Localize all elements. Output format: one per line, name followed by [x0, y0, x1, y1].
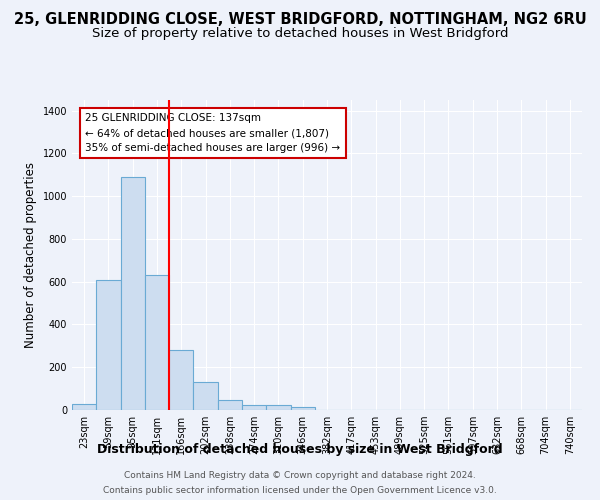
Text: Distribution of detached houses by size in West Bridgford: Distribution of detached houses by size …: [97, 442, 503, 456]
Text: 25 GLENRIDDING CLOSE: 137sqm
← 64% of detached houses are smaller (1,807)
35% of: 25 GLENRIDDING CLOSE: 137sqm ← 64% of de…: [85, 114, 340, 153]
Bar: [290, 407, 315, 410]
Bar: [96, 280, 121, 410]
Text: Contains public sector information licensed under the Open Government Licence v3: Contains public sector information licen…: [103, 486, 497, 495]
Bar: [121, 177, 145, 410]
Bar: [242, 404, 266, 410]
Y-axis label: Number of detached properties: Number of detached properties: [24, 162, 37, 348]
Text: Size of property relative to detached houses in West Bridgford: Size of property relative to detached ho…: [92, 28, 508, 40]
Text: Contains HM Land Registry data © Crown copyright and database right 2024.: Contains HM Land Registry data © Crown c…: [124, 471, 476, 480]
Bar: [72, 404, 96, 410]
Bar: [266, 404, 290, 410]
Bar: [169, 350, 193, 410]
Text: 25, GLENRIDDING CLOSE, WEST BRIDGFORD, NOTTINGHAM, NG2 6RU: 25, GLENRIDDING CLOSE, WEST BRIDGFORD, N…: [14, 12, 586, 28]
Bar: [145, 276, 169, 410]
Bar: [218, 400, 242, 410]
Bar: [193, 382, 218, 410]
